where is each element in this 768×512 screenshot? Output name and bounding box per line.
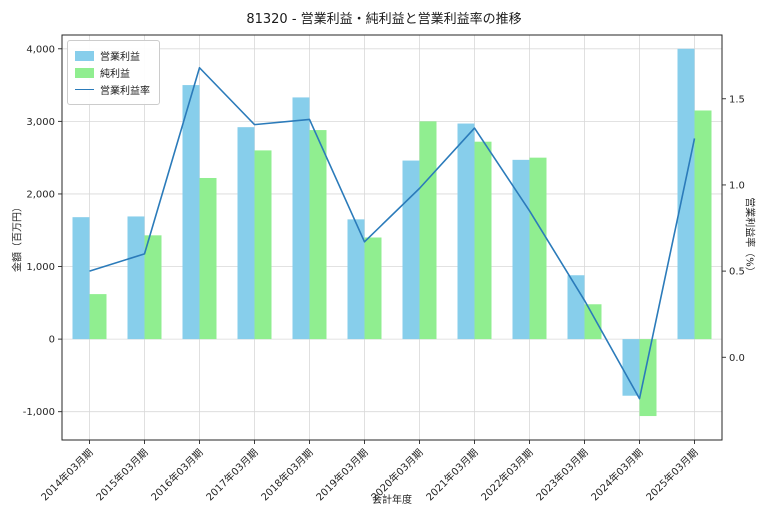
svg-text:3,000: 3,000 <box>26 117 55 128</box>
legend-label: 純利益 <box>100 69 130 80</box>
svg-text:0: 0 <box>49 335 55 346</box>
y-axis-label-left: 金額（百万円） <box>12 202 24 272</box>
chart-title: 81320 - 営業利益・純利益と営業利益率の推移 <box>246 12 522 27</box>
legend-item-net-profit: 純利益 <box>75 65 150 80</box>
legend-label: 営業利益率 <box>100 86 150 97</box>
svg-text:4,000: 4,000 <box>26 44 55 55</box>
legend-item-operating-margin: 営業利益率 <box>75 82 150 97</box>
legend: 営業利益 純利益 営業利益率 <box>67 40 160 105</box>
svg-text:0.0: 0.0 <box>729 353 745 364</box>
svg-text:-1,000: -1,000 <box>23 407 55 418</box>
legend-swatch-net-profit <box>75 67 94 78</box>
legend-label: 営業利益 <box>100 52 140 63</box>
svg-text:0.5: 0.5 <box>729 267 745 278</box>
x-axis-label: 会計年度 <box>372 495 412 506</box>
svg-text:1.5: 1.5 <box>729 94 745 105</box>
legend-line-swatch <box>75 89 94 90</box>
legend-swatch-operating-profit <box>75 50 94 61</box>
legend-item-operating-profit: 営業利益 <box>75 48 150 63</box>
svg-text:1,000: 1,000 <box>26 262 55 273</box>
svg-text:2,000: 2,000 <box>26 189 55 200</box>
y-axis-label-right: 営業利益率（%） <box>743 197 755 277</box>
svg-text:1.0: 1.0 <box>729 180 745 191</box>
